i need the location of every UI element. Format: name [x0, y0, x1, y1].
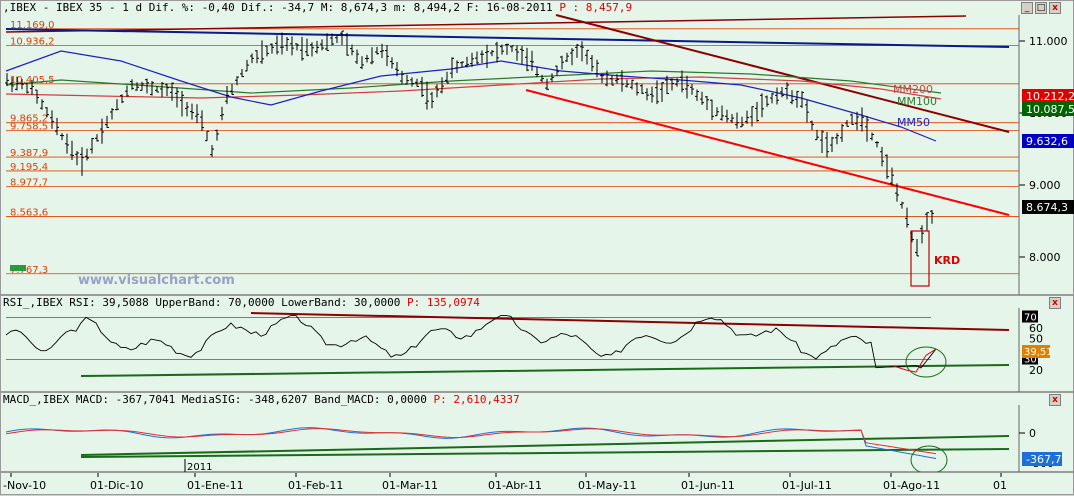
ma-label: MM200 [893, 83, 933, 96]
macd-panel[interactable]: MACD_,IBEX MACD: -367,7041 MediaSIG: -34… [0, 392, 1074, 473]
rsi-value-tag-bg [1022, 345, 1050, 358]
rsi-tick-label: 60 [1029, 322, 1043, 335]
rsi-value-tag: 39,51 [1024, 347, 1053, 358]
y-tick-label: 8.000 [1029, 251, 1061, 264]
level-label: 9.195,4 [10, 162, 48, 173]
macd-trend-top [80, 435, 1010, 456]
trendline-top [5, 15, 967, 33]
price-tag-label: 10.087,5 [1026, 103, 1074, 116]
ma50-line [5, 50, 937, 142]
rsi-tick-label: 20 [1029, 364, 1043, 377]
price-panel-header: ,IBEX - IBEX 35 - 1 d Dif. %: -0,40 Dif.… [3, 1, 633, 14]
price-tag-label: 9.632,6 [1026, 135, 1068, 148]
rsi-close-button[interactable]: x [1049, 297, 1061, 309]
rsi-trend-top [250, 312, 1010, 331]
level-label: 11.169,0 [10, 20, 55, 31]
price-tag-bg [1022, 200, 1074, 214]
y-tick-label: 9.000 [1029, 179, 1061, 192]
price-tag-label: 10.212,2 [1026, 90, 1074, 103]
x-tick-label: 01-Dic-10 [90, 479, 144, 492]
rsi-tick-label: 50 [1029, 333, 1043, 346]
rsi-chart-svg[interactable]: 60504020703039,51 [1, 296, 1074, 393]
x-axis-svg: -Nov-10 01-Dic-10 01-Ene-11 01-Feb-11 01-Mar… [3, 473, 1007, 492]
x-tick-label: -Nov-10 [3, 479, 46, 492]
ma-label: MM100 [897, 95, 937, 108]
macd-value-tag: -367,7 [1026, 453, 1061, 466]
x-tick-label: 01-Mar-11 [382, 479, 438, 492]
rsi-red-segment [892, 348, 937, 373]
level-label: 9.758,5 [10, 121, 48, 132]
macd-panel-header: MACD_,IBEX MACD: -367,7041 MediaSIG: -34… [3, 393, 520, 406]
rsi-circle-annotation [905, 346, 947, 378]
x-axis-panel: -Nov-10 01-Dic-10 01-Ene-11 01-Feb-11 01-Mar… [0, 472, 1074, 495]
krd-label: KRD [934, 254, 960, 267]
level-label: 8.977,7 [10, 178, 48, 189]
price-chart-svg[interactable]: 11.169,010.936,210.405,59.865,29.758,59.… [1, 1, 1074, 296]
level-label: 9.865,2 [10, 114, 48, 125]
x-tick-label: 01 [993, 479, 1007, 492]
price-tag-bg [1022, 102, 1074, 116]
rsi-band-tag: 30 [1024, 355, 1037, 366]
macd-close-button[interactable]: x [1049, 394, 1061, 406]
x-tick-label: 01-May-11 [578, 479, 636, 492]
x-tick-label: 01-Feb-11 [288, 479, 343, 492]
x-tick-label: 01-Ene-11 [187, 479, 244, 492]
rsi-panel[interactable]: RSI_,IBEX RSI: 39,5088 UpperBand: 70,000… [0, 295, 1074, 392]
macd-value-tag-bg [1022, 452, 1062, 466]
maximize-button[interactable]: □ [1035, 2, 1047, 14]
level-label: 7.767,3 [10, 265, 48, 276]
ma100-line [5, 70, 942, 94]
level-label: 8.563,6 [10, 207, 48, 218]
rsi-line [5, 314, 937, 369]
macd-trend-bottom [80, 448, 1010, 458]
rsi-band-tag: 70 [1024, 313, 1037, 324]
x-tick-label: 01-Jun-11 [681, 479, 735, 492]
price-tag-bg [1022, 134, 1074, 148]
y-tick-label: 11.000 [1029, 35, 1068, 48]
watermark: www.visualchart.com [78, 273, 235, 288]
macd-signal-line [5, 428, 937, 455]
macd-tick-label: 0 [1029, 427, 1036, 440]
rsi-panel-header: RSI_,IBEX RSI: 39,5088 UpperBand: 70,000… [3, 296, 480, 309]
trendline-down [555, 14, 1010, 133]
x-tick-label: 01-Abr-11 [488, 479, 542, 492]
trendline-blue [5, 28, 1010, 48]
rsi-trend-bottom [80, 364, 1010, 377]
ma-label: MM50 [897, 116, 930, 129]
year-label: 2011 [187, 462, 212, 473]
macd-line [5, 427, 937, 459]
price-tag-label: 8.674,3 [1026, 201, 1068, 214]
minimize-button[interactable]: _ [1021, 2, 1033, 14]
price-tag-bg [1022, 89, 1074, 103]
x-tick-label: 01-Ago-11 [883, 479, 940, 492]
legend-swatch [10, 265, 26, 271]
x-tick-label: 01-Jul-11 [782, 479, 832, 492]
rsi-band-tag-bg [1022, 310, 1038, 323]
krd-box [910, 230, 930, 287]
close-button[interactable]: x [1049, 2, 1061, 14]
level-label: 9.387,9 [10, 148, 48, 159]
ma200-line [5, 76, 942, 100]
price-panel[interactable]: ,IBEX - IBEX 35 - 1 d Dif. %: -0,40 Dif.… [0, 0, 1074, 295]
trendline-red [525, 89, 1010, 216]
level-label: 10.936,2 [10, 37, 55, 48]
macd-circle-annotation [910, 445, 948, 473]
